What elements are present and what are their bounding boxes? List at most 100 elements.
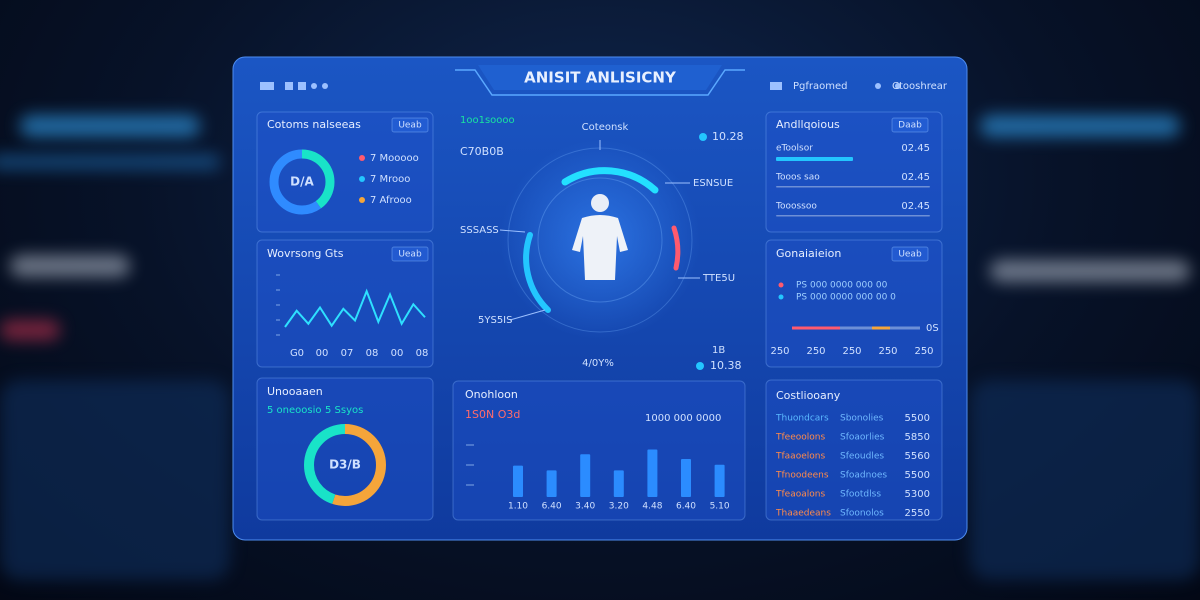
- badge: [891, 117, 929, 133]
- x-tick-label: 1.10: [508, 502, 528, 512]
- label: 4/0Y%: [582, 358, 614, 369]
- light: [990, 260, 1190, 282]
- row-label: Tooos sao: [775, 173, 820, 183]
- x-tick-label: 250: [914, 346, 933, 357]
- cell: 2550: [905, 508, 930, 519]
- row-label: Tooossoo: [775, 202, 817, 212]
- title-tab: [455, 69, 745, 96]
- x-tick-label: 3.20: [609, 502, 629, 512]
- legend-label: PS 000 0000 000 00: [796, 281, 888, 291]
- line-series: [284, 288, 426, 328]
- badge: [391, 117, 429, 133]
- donut-segment: [304, 424, 386, 506]
- label: 5YS5IS: [478, 315, 512, 326]
- cell: Tfnoodeens: [775, 471, 829, 481]
- cell: Sfootdlss: [840, 490, 881, 500]
- header-link[interactable]: Ctooshrear: [892, 81, 948, 92]
- bar: [647, 449, 658, 497]
- bar: [580, 454, 591, 497]
- stat: 10.38: [710, 359, 742, 372]
- panel: [256, 377, 434, 521]
- row-value: 02.45: [901, 172, 930, 183]
- legend-dot: [778, 294, 784, 300]
- stat: 10.28: [712, 130, 744, 143]
- hero: [499, 133, 707, 370]
- cell: Sbonolies: [840, 414, 884, 424]
- x-tick-label: 6.40: [542, 502, 562, 512]
- label: SSSASS: [460, 225, 499, 236]
- legend-label: 5 oneoosio: [267, 405, 322, 416]
- badge-label: Ueab: [398, 250, 422, 260]
- panel: [765, 239, 943, 368]
- legend-label: 5 Ssyos: [325, 405, 363, 416]
- panel: [256, 111, 434, 233]
- bar: [513, 465, 523, 497]
- cell: Thaaedeans: [775, 509, 831, 519]
- panel: [256, 239, 434, 368]
- donut-center: D3/B: [329, 458, 361, 472]
- progress-bar: [776, 215, 930, 217]
- donut-segment: [269, 149, 335, 215]
- row-value: 02.45: [901, 201, 930, 212]
- panel-title: Gonaiaieion: [776, 247, 841, 260]
- cell: 5560: [905, 451, 930, 462]
- x-tick-label: 250: [878, 346, 897, 357]
- x-tick-label: G0: [290, 348, 304, 359]
- badge-label: Ueab: [898, 250, 922, 260]
- code: C70B0B: [460, 145, 504, 158]
- panel: [452, 380, 746, 521]
- title: ANISIT ANLISICNY: [524, 69, 677, 87]
- cell: Thuondcars: [775, 414, 829, 424]
- x-tick-label: 250: [842, 346, 861, 357]
- light: [970, 380, 1200, 580]
- tag: 1oo1soooo: [460, 115, 515, 126]
- row-label: eToolsor: [776, 144, 813, 154]
- x-tick-label: 07: [341, 348, 354, 359]
- legend-label: 7 Mooooo: [370, 153, 419, 164]
- bar: [613, 470, 624, 497]
- light: [980, 115, 1180, 137]
- label: ESNSUE: [693, 178, 733, 189]
- panel-title: Andllqoious: [776, 118, 840, 131]
- panel-title: Costliooany: [776, 389, 841, 402]
- badge: [891, 246, 929, 262]
- x-tick-label: 00: [316, 348, 329, 359]
- legend-dot: [359, 176, 365, 182]
- bar: [546, 470, 557, 497]
- cell: 5850: [905, 432, 930, 443]
- cell: 5300: [905, 489, 930, 500]
- legend-label: 7 Mrooo: [370, 174, 410, 185]
- light: [0, 380, 230, 580]
- cell: Tfeaoalons: [775, 490, 825, 500]
- legend-dot: [359, 197, 365, 203]
- badge-label: Daab: [898, 121, 922, 131]
- bar: [681, 459, 691, 497]
- badge: [391, 246, 429, 262]
- panel-title: Onohloon: [465, 388, 518, 401]
- legend-label: 7 Afrooo: [370, 195, 412, 206]
- x-tick-label: 5.10: [710, 502, 730, 512]
- progress-bar: [776, 157, 853, 161]
- light: [20, 115, 200, 137]
- cell: Tfeeoolons: [775, 433, 825, 443]
- x-tick-label: 08: [416, 348, 429, 359]
- legend-dot: [359, 155, 365, 161]
- x-tick-label: 6.40: [676, 502, 696, 512]
- cell: 5500: [905, 413, 930, 424]
- title-tab-fill: [478, 65, 722, 90]
- caption: Coteonsk: [582, 122, 629, 133]
- stat-label: 1B: [712, 345, 725, 356]
- panel: [765, 379, 943, 521]
- row-value: 02.45: [901, 143, 930, 154]
- cell: Sfoonolos: [840, 509, 884, 519]
- badge-label: Ueab: [398, 121, 422, 131]
- progress-bar: [776, 186, 930, 188]
- cell: Sfoaorlies: [840, 433, 885, 443]
- x-tick-label: 08: [366, 348, 379, 359]
- axis-end: 0S: [926, 323, 939, 334]
- x-tick-label: 00: [391, 348, 404, 359]
- cell: 5500: [905, 470, 930, 481]
- header-link[interactable]: Pgfraomed: [793, 81, 848, 92]
- panel-title: Cotoms nalseeas: [267, 118, 361, 131]
